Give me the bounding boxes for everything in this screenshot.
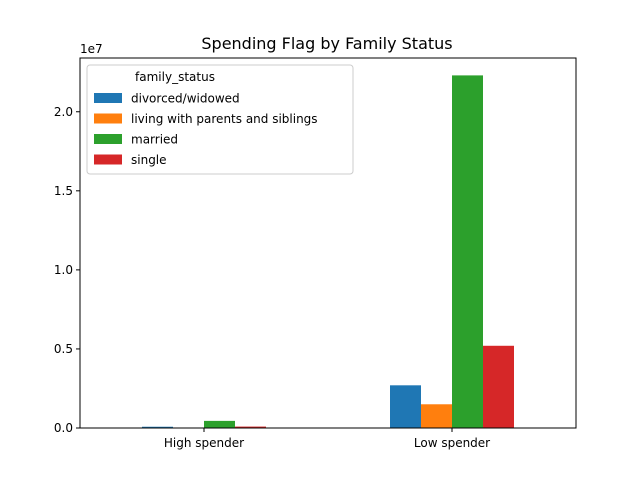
y-tick-label: 0.5 xyxy=(54,342,73,356)
bar-1-1 xyxy=(142,426,173,428)
legend-swatch xyxy=(94,134,122,144)
legend-title: family_status xyxy=(135,70,215,84)
y-tick-label: 2.0 xyxy=(54,105,73,119)
y-axis-scale-label: 1e7 xyxy=(80,42,103,56)
y-tick-label: 1.0 xyxy=(54,263,73,277)
legend-swatch xyxy=(94,93,122,103)
bar-1-4 xyxy=(235,426,266,428)
legend-swatch xyxy=(94,113,122,124)
x-tick-label: High spender xyxy=(164,436,244,450)
legend-swatch xyxy=(94,154,122,165)
legend-entry: single xyxy=(131,153,167,167)
bar-2-2 xyxy=(421,404,452,428)
legend-entry: living with parents and siblings xyxy=(131,112,318,126)
legend: family_status divorced/widowed living with… xyxy=(86,64,354,175)
legend-box xyxy=(86,64,354,175)
axes-layer: High spender Low spender 0.0 0.5 1.0 1.5 2.0 xyxy=(54,105,490,450)
y-tick-label: 1.5 xyxy=(54,184,73,198)
bar-2-3 xyxy=(452,75,483,428)
x-tick-label: Low spender xyxy=(414,436,490,450)
bars-layer xyxy=(142,75,514,428)
bar-2-4 xyxy=(483,345,514,428)
plot-frame xyxy=(79,57,577,429)
y-tick-label: 0.0 xyxy=(54,421,73,435)
bar-1-3 xyxy=(204,420,235,428)
legend-entry: married xyxy=(131,133,178,147)
bar-2-1 xyxy=(390,385,421,428)
chart-title: Spending Flag by Family Status xyxy=(201,34,452,53)
legend-entry: divorced/widowed xyxy=(131,92,240,106)
